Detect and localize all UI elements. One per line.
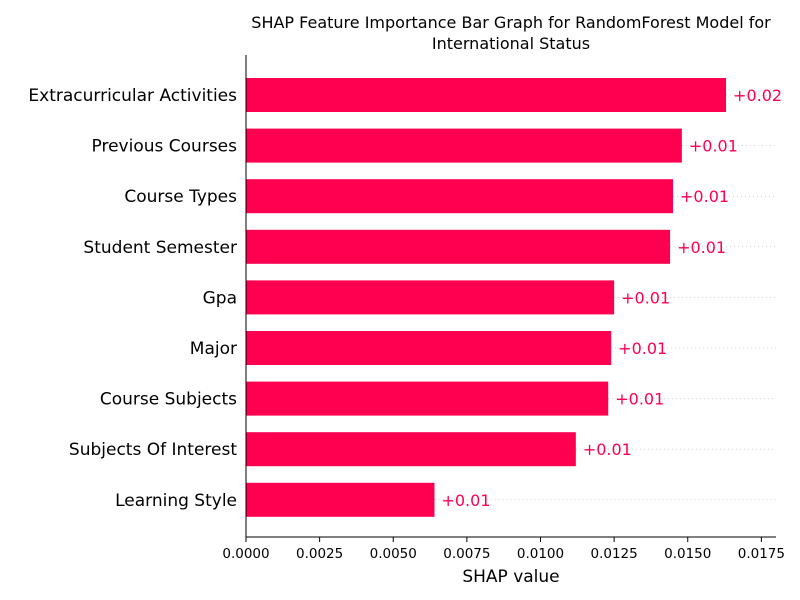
bar-value-label: +0.01: [680, 187, 729, 206]
bar: [246, 432, 576, 467]
category-label: Course Subjects: [100, 390, 237, 410]
x-tick-label: 0.0150: [664, 546, 711, 562]
x-axis-label: SHAP value: [462, 567, 559, 587]
bar-value-label: +0.01: [689, 137, 738, 156]
category-label: Gpa: [203, 288, 237, 308]
category-label: Major: [190, 339, 237, 359]
bar: [246, 229, 671, 264]
x-tick-label: 0.0125: [591, 546, 638, 562]
x-tick-label: 0.0000: [222, 546, 269, 562]
chart-title-line-1: SHAP Feature Importance Bar Graph for Ra…: [251, 13, 771, 32]
bar: [246, 128, 682, 163]
category-label: Previous Courses: [92, 137, 238, 157]
plot-area: +0.02 Extracurricular Activities +0.01 Prev…: [28, 55, 785, 562]
bar-value-label: +0.01: [618, 339, 667, 358]
chart-title-line-2: International Status: [432, 34, 590, 53]
x-tick-label: 0.0175: [738, 546, 785, 562]
bar-value-label: +0.01: [621, 288, 670, 307]
x-tick-label: 0.0025: [296, 546, 343, 562]
x-tick-label: 0.0075: [443, 546, 490, 562]
bar: [246, 78, 727, 112]
bar: [246, 179, 674, 214]
bar: [246, 331, 612, 365]
category-label: Extracurricular Activities: [28, 86, 237, 106]
bar: [246, 280, 615, 315]
bar-value-label: +0.01: [615, 390, 664, 409]
bar-value-label: +0.02: [733, 86, 782, 105]
category-label: Course Types: [124, 187, 237, 207]
bar: [246, 482, 435, 517]
category-label: Student Semester: [83, 238, 237, 258]
x-tick-label: 0.0050: [370, 546, 417, 562]
bar: [246, 381, 609, 416]
bar-value-label: +0.01: [677, 238, 726, 257]
bar-value-label: +0.01: [441, 491, 490, 510]
bar-value-label: +0.01: [583, 440, 632, 459]
x-tick-label: 0.0100: [517, 546, 564, 562]
category-label: Learning Style: [115, 491, 237, 511]
category-label: Subjects Of Interest: [69, 440, 237, 460]
